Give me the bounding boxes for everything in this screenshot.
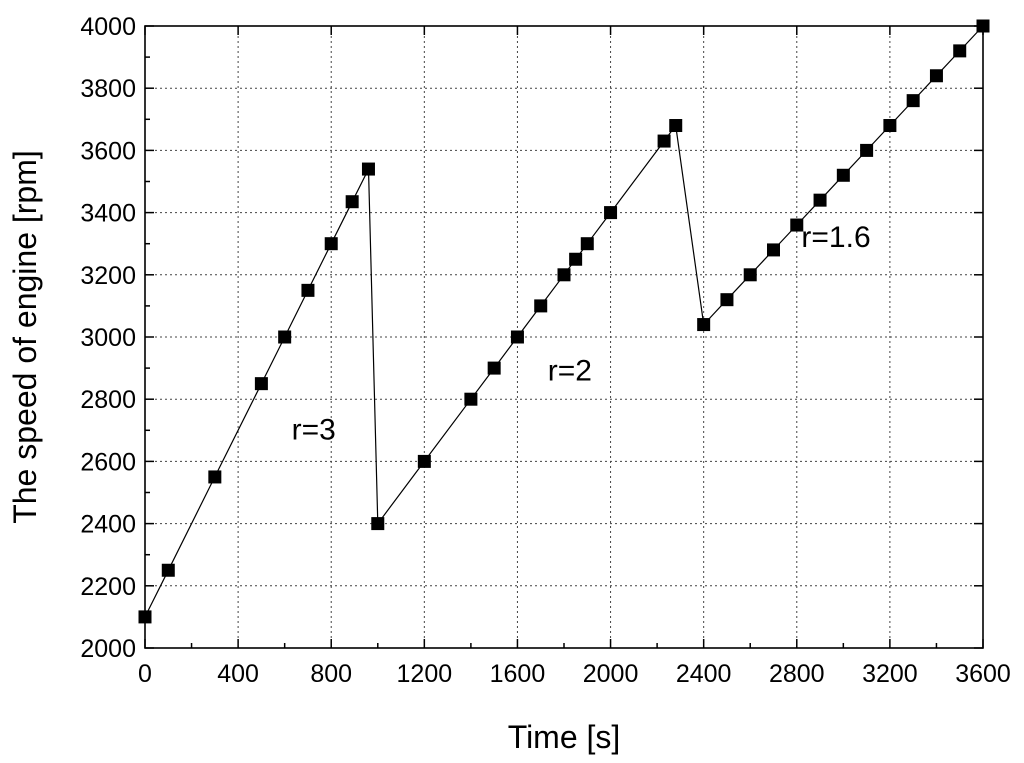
x-tick-label: 2800 (769, 660, 825, 688)
y-tick-label: 2800 (80, 386, 136, 414)
data-point (580, 237, 594, 251)
data-point (953, 44, 967, 58)
plot-frame (144, 25, 984, 649)
data-point (361, 162, 375, 176)
y-tick-label: 2200 (80, 573, 136, 601)
data-point (345, 195, 359, 209)
y-tick-label: 4000 (80, 13, 136, 41)
data-point (534, 299, 548, 313)
data-point (720, 293, 734, 307)
data-point (813, 193, 827, 207)
x-tick-label: 3200 (862, 660, 918, 688)
x-tick-label: 2000 (583, 660, 639, 688)
data-point (836, 168, 850, 182)
y-tick-label: 3000 (80, 324, 136, 352)
data-point (417, 454, 431, 468)
data-point (860, 143, 874, 157)
x-tick-label: 3600 (955, 660, 1011, 688)
data-point (301, 283, 315, 297)
series (138, 19, 990, 624)
data-point (371, 517, 385, 531)
data-point (929, 69, 943, 83)
data-point (254, 377, 268, 391)
data-point (487, 361, 501, 375)
annotation-label: r=1.6 (801, 221, 870, 254)
y-tick-label: 3200 (80, 262, 136, 290)
data-point (278, 330, 292, 344)
y-tick-label: 2400 (80, 511, 136, 539)
data-point (604, 206, 618, 220)
x-tick-label: 400 (217, 660, 259, 688)
data-point (464, 392, 478, 406)
data-point (767, 243, 780, 257)
annotation-label: r=2 (548, 355, 592, 388)
y-tick-label: 3400 (80, 200, 136, 228)
data-point (743, 268, 757, 282)
annotation-label: r=3 (292, 414, 336, 447)
y-tick-label: 2000 (80, 635, 136, 663)
data-point (324, 237, 338, 251)
grid (145, 26, 983, 648)
series-line (144, 25, 984, 618)
data-point (906, 94, 920, 108)
data-point (790, 218, 804, 232)
data-point (161, 563, 175, 577)
x-tick-label: 2400 (676, 660, 732, 688)
data-point (510, 330, 524, 344)
x-tick-label: 1600 (490, 660, 546, 688)
y-tick-label: 2600 (80, 448, 136, 476)
data-point (669, 119, 683, 133)
tick-labels: 0 400 800 1200 1600 2000 2400 2800 3200 3600 2000 2… (80, 13, 1010, 688)
data-point (697, 318, 711, 332)
y-axis-label: The speed of engine [rpm] (7, 150, 43, 524)
x-axis-label: Time [s] (508, 719, 621, 755)
y-tick-label: 3800 (80, 75, 136, 103)
data-point (883, 119, 897, 133)
data-point (208, 470, 222, 484)
data-point (557, 268, 571, 282)
x-tick-label: 1200 (397, 660, 453, 688)
x-tick-label: 800 (310, 660, 352, 688)
annotations: r=3 r=2 r=1.6 (292, 221, 871, 447)
data-point (569, 252, 583, 266)
y-tick-label: 3600 (80, 137, 136, 165)
x-tick-label: 0 (138, 660, 152, 688)
axis-ticks (144, 25, 984, 649)
data-point (657, 134, 671, 148)
